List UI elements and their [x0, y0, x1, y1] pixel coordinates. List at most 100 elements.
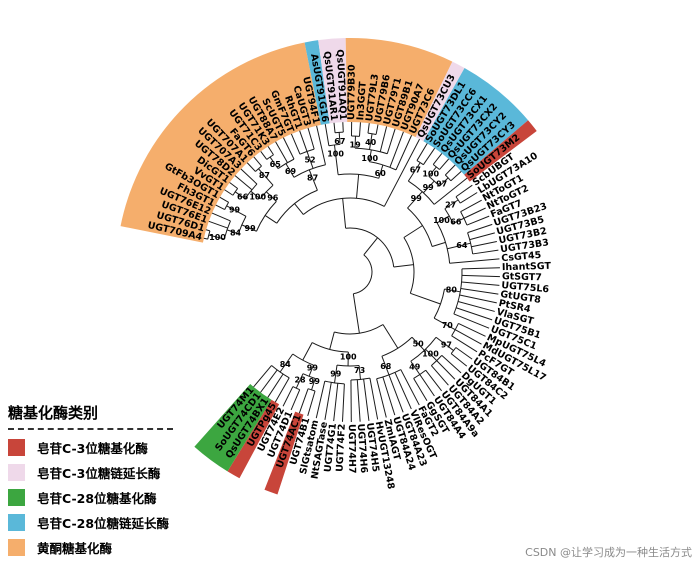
- branch: [258, 168, 274, 186]
- clade-band-flavonoid: [120, 42, 321, 243]
- legend-swatch-flavonoid: [8, 539, 25, 556]
- leaf-label: QsUGT91AQ1: [334, 49, 348, 120]
- branch: [432, 153, 443, 165]
- clade-band-flavonoid: [345, 38, 453, 138]
- branch: [269, 156, 279, 169]
- legend-swatch-c28: [8, 489, 25, 506]
- branch-arc: [328, 143, 341, 147]
- legend-label-flavonoid: 黄酮糖基化酶: [37, 541, 113, 556]
- branch: [439, 158, 450, 170]
- bootstrap-value: 100: [361, 154, 378, 163]
- branch: [253, 156, 262, 167]
- branch: [298, 388, 309, 414]
- branch: [378, 164, 384, 179]
- clade-band-c3ext: [415, 61, 465, 142]
- bootstrap-value: 100: [209, 233, 226, 242]
- branch: [393, 264, 414, 268]
- branch: [334, 365, 338, 383]
- legend-label-c3: 皂苷C-3位糖基化酶: [37, 441, 148, 456]
- branch-arc: [259, 184, 274, 200]
- bootstrap-value: 100: [327, 149, 344, 158]
- leaf-label: UGT75L6: [501, 280, 550, 295]
- branch: [275, 141, 288, 163]
- bootstrap-value: 70: [442, 321, 454, 330]
- branch: [459, 294, 497, 304]
- branch-arc: [376, 369, 402, 380]
- branch: [324, 382, 332, 420]
- branch: [433, 317, 456, 331]
- branch: [435, 336, 454, 351]
- branch: [363, 379, 370, 421]
- branch: [282, 137, 295, 160]
- branch: [302, 342, 313, 361]
- branch: [376, 378, 387, 418]
- branch: [407, 162, 421, 182]
- branch: [411, 336, 425, 351]
- branch: [290, 133, 301, 155]
- branch-arc: [224, 202, 230, 210]
- bootstrap-value: 100: [422, 169, 439, 178]
- branch-arc: [467, 232, 474, 255]
- clade-band-c28: [194, 384, 272, 472]
- branch: [461, 281, 500, 286]
- legend: 糖基化酶类别 皂苷C-3位糖基化酶 皂苷C-3位糖链延长酶 皂苷C-28位糖基化…: [8, 402, 228, 560]
- branch: [422, 147, 436, 165]
- branch: [342, 198, 347, 229]
- clade-band-c3: [227, 399, 280, 479]
- bootstrap-value: 27: [445, 200, 456, 209]
- bootstrap-value: 84: [280, 360, 292, 369]
- branch: [375, 124, 379, 135]
- branch: [282, 386, 294, 407]
- branch: [333, 144, 339, 175]
- branch: [453, 313, 490, 329]
- branch: [279, 353, 294, 373]
- branch: [333, 383, 339, 422]
- branch: [306, 151, 314, 169]
- bootstrap-value: 28: [294, 376, 306, 385]
- branch: [311, 378, 316, 391]
- branch-arc: [367, 132, 377, 135]
- branch: [215, 204, 225, 210]
- legend-swatch-c3ext: [8, 464, 25, 481]
- legend-item-c28-glycosyltransferase: 皂苷C-28位糖基化酶: [8, 485, 228, 510]
- branch: [358, 365, 361, 380]
- leaf-label: UGT74H7: [346, 424, 357, 474]
- legend-item-flavonoid: 黄酮糖基化酶: [8, 535, 228, 560]
- branch: [466, 215, 490, 226]
- bootstrap-value: 100: [340, 352, 357, 361]
- clade-band-c3: [264, 411, 304, 495]
- bootstrap-value: 60: [375, 169, 387, 178]
- branch: [461, 274, 500, 278]
- branch: [461, 267, 500, 270]
- branch: [383, 138, 420, 207]
- branch: [308, 364, 314, 377]
- branch: [395, 135, 413, 171]
- branch: [211, 212, 231, 222]
- branch: [407, 191, 423, 209]
- branch: [416, 143, 428, 161]
- branch: [267, 373, 284, 398]
- branch: [341, 383, 345, 422]
- branch-arc: [292, 386, 300, 391]
- branch: [260, 369, 278, 393]
- bootstrap-value: 99: [245, 224, 257, 233]
- branch: [428, 166, 437, 177]
- branch: [449, 258, 500, 264]
- branch: [410, 360, 421, 375]
- legend-label-c3ext: 皂苷C-3位糖链延长酶: [37, 466, 161, 481]
- clade-band-c3ext: [318, 38, 348, 124]
- bootstrap-value: 49: [409, 363, 421, 372]
- branch: [234, 175, 253, 191]
- branch: [246, 162, 256, 172]
- branch-arc: [444, 174, 452, 182]
- branch: [316, 125, 326, 165]
- branch: [433, 177, 468, 205]
- branch-arc: [354, 147, 388, 155]
- clade-band-c28ext: [304, 40, 330, 125]
- branch: [472, 249, 499, 255]
- branch: [226, 205, 247, 217]
- branch: [333, 122, 336, 133]
- branch: [394, 372, 412, 410]
